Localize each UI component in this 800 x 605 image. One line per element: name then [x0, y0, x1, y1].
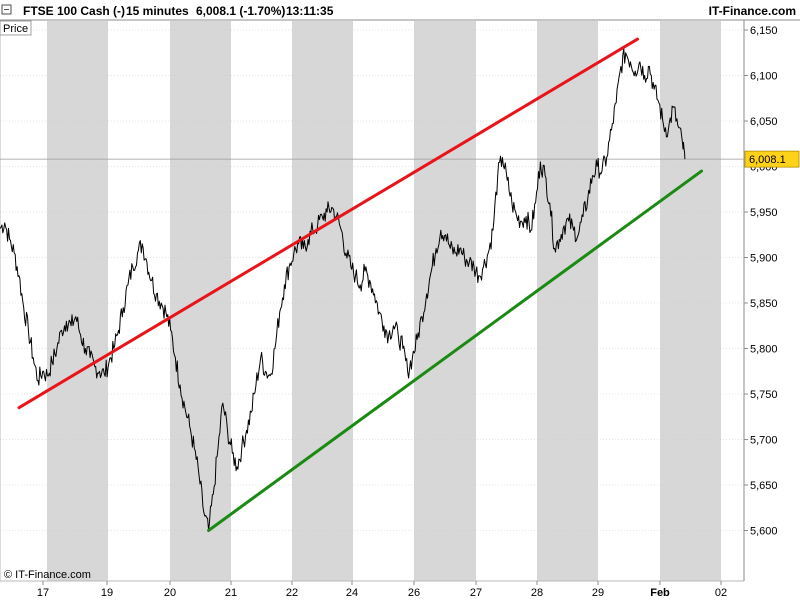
time-stripe	[292, 21, 353, 581]
x-tick-label: 21	[225, 587, 237, 599]
x-tick-label: 20	[164, 587, 176, 599]
x-tick-label: 02	[715, 587, 727, 599]
y-tick-label: 5,900	[750, 253, 778, 265]
x-tick-label: 22	[286, 587, 298, 599]
price-line	[0, 47, 686, 531]
interval-label: 15 minutes	[126, 4, 189, 18]
y-tick-label: 5,700	[750, 435, 778, 447]
x-tick-label: 28	[531, 587, 543, 599]
y-tick-labels: 5,600 5,650 5,700 5,750 5,800 5,850 5,900 5,950…	[750, 25, 778, 538]
resistance-trendline	[17, 37, 640, 410]
x-tick-label: 19	[101, 587, 113, 599]
plot-frame	[0, 19, 745, 582]
time-stripes	[47, 21, 721, 581]
x-tick-labels: 17 19 20 21 22 24 26 27 28 29 Feb 02	[37, 581, 727, 599]
panel-label: Price	[3, 23, 28, 35]
y-tick-label: 5,600	[750, 526, 778, 538]
y-tick-label: 5,850	[750, 298, 778, 310]
y-tick-label: 6,050	[750, 116, 778, 128]
last-price-badge	[744, 150, 800, 168]
header-bar	[0, 0, 800, 20]
brand-label: IT-Finance.com	[709, 4, 796, 18]
time-stripe	[47, 21, 108, 581]
instrument-name: FTSE 100 Cash (-)	[23, 4, 125, 18]
y-tick-label: 5,750	[750, 389, 778, 401]
y-tick-label: 6,150	[750, 25, 778, 37]
x-tick-label: Feb	[650, 587, 670, 599]
y-tick-label: 5,650	[750, 480, 778, 492]
last-quote: 6,008.1 (-1.70%)	[196, 4, 285, 18]
panel-label-box	[0, 20, 32, 36]
x-tick-label: 17	[37, 587, 49, 599]
y-tick-label: 5,950	[750, 207, 778, 219]
support-trendline	[207, 169, 704, 532]
time-stripe	[660, 21, 721, 581]
y-grid	[0, 29, 748, 531]
last-price-label-group: 6,008.1	[744, 150, 800, 168]
y-axis-panel	[744, 20, 800, 600]
time-stripe	[414, 21, 476, 581]
watermark: © IT-Finance.com	[4, 569, 91, 581]
x-tick-label: 29	[592, 587, 604, 599]
price-series	[0, 47, 686, 531]
x-tick-label: 27	[470, 587, 482, 599]
time-stripe	[537, 21, 598, 581]
trendlines	[17, 37, 704, 532]
x-tick-label: 24	[346, 587, 358, 599]
chart-menu-icon[interactable]	[1, 4, 12, 15]
y-tick-label: 5,800	[750, 344, 778, 356]
quote-time: 13:11:35	[286, 4, 334, 18]
y-tick-label: 6,100	[750, 71, 778, 83]
x-tick-label: 26	[408, 587, 420, 599]
last-price-label: 6,008.1	[749, 154, 786, 166]
